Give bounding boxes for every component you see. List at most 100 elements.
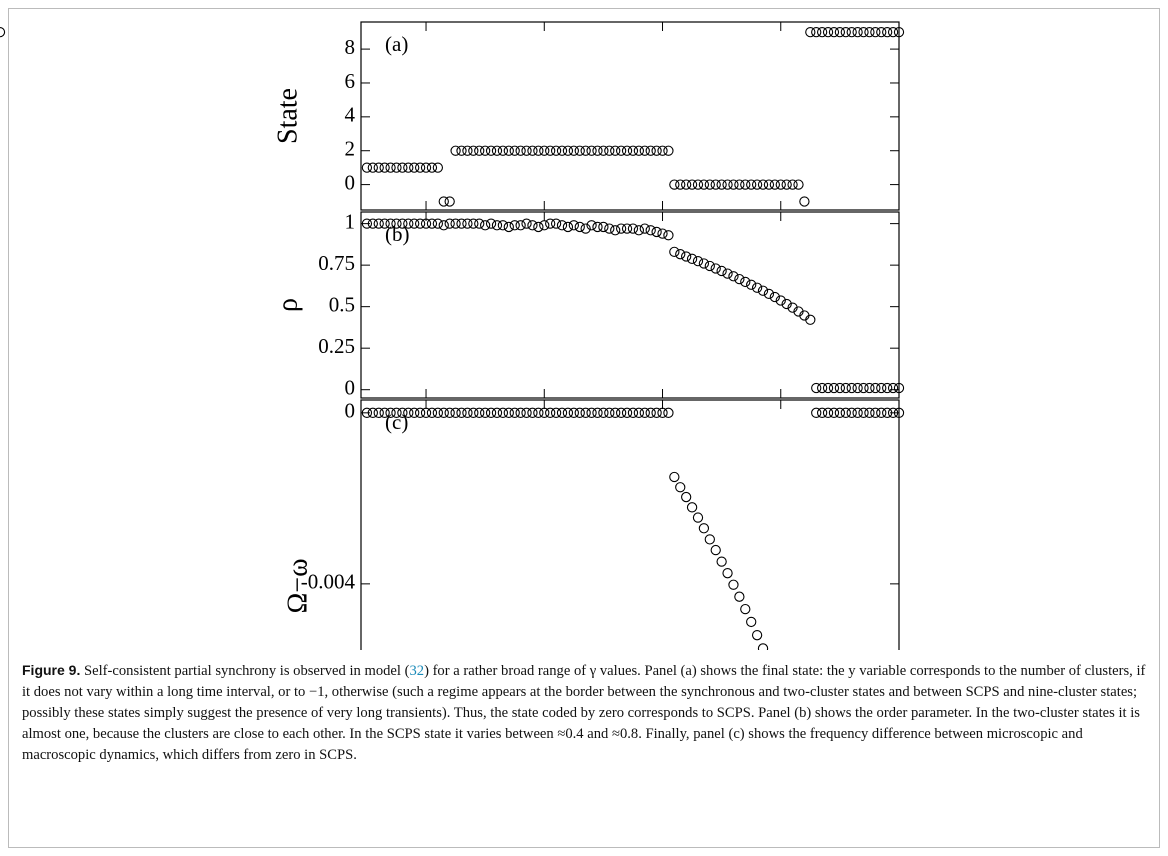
data-point [710,179,721,190]
data-point [751,630,763,641]
data-point [716,265,727,277]
data-point [361,162,373,173]
data-point [864,382,875,394]
data-point [556,220,568,231]
y-axis-label: Ω−ω [282,558,313,613]
data-point [545,407,556,418]
data-point [734,591,745,602]
data-point [645,145,656,156]
data-point [828,407,840,418]
data-point [793,179,804,190]
data-point [864,407,875,418]
data-point [592,221,603,233]
data-point [409,218,420,229]
data-point [474,145,485,156]
figure: 02468State(a)00.250.50.751ρ(b)0-0.004-0.… [0,21,905,650]
data-point [722,179,733,190]
data-point [633,145,645,156]
data-point [669,471,680,483]
data-point [509,407,520,418]
data-point [474,218,485,229]
data-point [521,407,532,418]
data-point [728,179,739,190]
data-point [462,407,473,418]
data-point [574,221,585,233]
data-point [639,223,650,234]
data-point [716,179,727,190]
data-point [840,27,851,38]
data-point [515,220,526,231]
y-tick-label: 0.75 [318,251,355,275]
data-point [533,145,544,156]
data-point [533,407,544,418]
data-point [562,221,574,233]
data-point [763,179,775,190]
data-point [379,218,390,229]
data-point [757,643,769,650]
data-point [751,282,763,293]
data-point [438,407,449,418]
data-point [621,145,633,156]
data-point [598,221,609,233]
data-point [834,27,846,38]
data-point [757,179,769,190]
data-point [403,218,414,229]
data-point [686,253,698,264]
data-point [379,407,390,418]
data-point [462,218,473,229]
data-point [858,27,869,38]
data-point [586,145,597,156]
data-point [639,145,650,156]
data-point [550,407,562,418]
y-tick-label: 0 [345,376,356,400]
data-point [710,263,721,274]
data-point [533,221,544,233]
data-point [675,482,686,493]
data-point [515,407,526,418]
data-point [657,145,668,156]
data-point [545,218,556,229]
data-point [740,603,751,615]
data-point [728,271,739,282]
data-point [604,407,615,418]
data-point [497,145,509,156]
data-point [852,27,863,38]
data-point [509,145,520,156]
data-point [734,179,745,190]
data-point [627,145,639,156]
data-point [403,162,414,173]
data-point [686,179,698,190]
data-point [556,145,568,156]
data-point [870,27,881,38]
caption-ref[interactable]: 32 [409,663,425,679]
data-point [379,162,390,173]
data-point [556,407,568,418]
data-point [627,223,639,234]
data-point [840,407,851,418]
data-point [805,314,816,325]
data-point [692,512,704,523]
data-point [527,145,538,156]
y-tick-label: 0 [345,399,356,423]
data-point [811,382,822,394]
data-point [438,196,449,207]
data-point [497,220,509,231]
data-point [663,145,674,156]
data-point [485,218,497,229]
data-point [367,407,378,418]
data-point [592,407,603,418]
data-point [397,162,408,173]
caption-text: ) for a rather broad range of γ values. … [22,663,1146,763]
data-point [550,145,562,156]
data-point [485,407,497,418]
data-point [580,407,591,418]
data-point [887,382,899,394]
data-point [710,544,721,556]
data-point [432,407,444,418]
data-point [681,251,692,262]
data-point [811,407,822,418]
data-point [568,407,579,418]
data-point [373,218,384,229]
data-point [444,218,455,229]
data-point [397,218,408,229]
